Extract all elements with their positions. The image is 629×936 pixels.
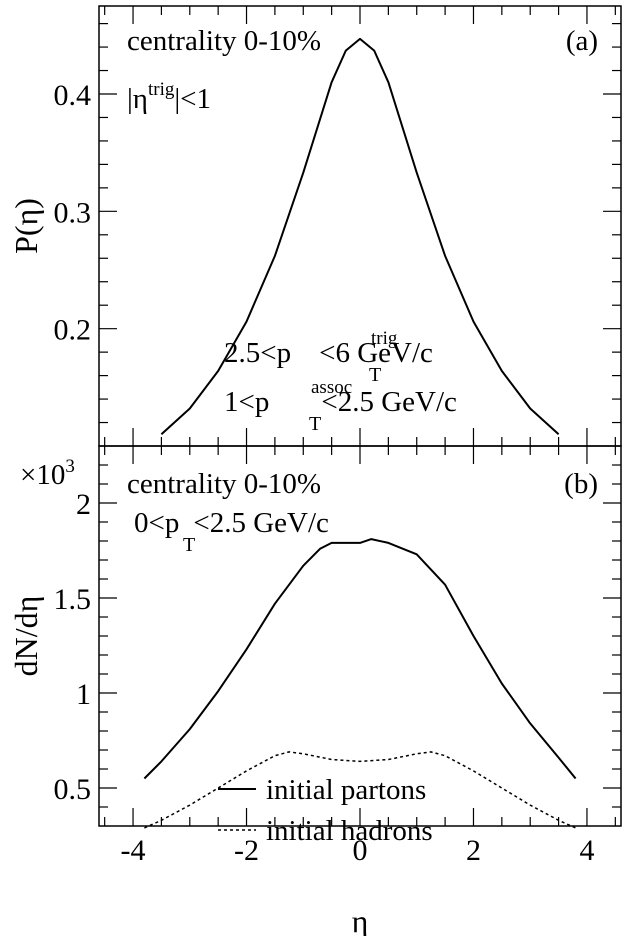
panel-b-centrality: centrality 0-10%	[127, 468, 321, 500]
panel-b-frame	[98, 445, 622, 827]
pt-range-annotation: 0<p <2.5 GeV/c	[134, 507, 329, 539]
panel-a-ytick-label: 0.3	[54, 196, 92, 229]
panel-b-ytick-label: 2	[76, 488, 91, 521]
panel-b-ylabel: dN/dη	[8, 596, 44, 677]
panel-b-label: (b)	[564, 468, 598, 500]
legend: initial partons initial hadrons	[218, 774, 433, 847]
multiplier-base: ×10	[20, 459, 65, 491]
eta-trig-annotation: |ηtrig|<1	[127, 79, 211, 115]
pt-trig-prefix: 2.5<p	[224, 337, 291, 369]
multiplier-exp: 3	[65, 456, 75, 477]
panel-a-centrality: centrality 0-10%	[127, 25, 321, 57]
pt-assoc-annotation: 1<p <2.5 GeV/c	[224, 386, 457, 418]
panel-a-frame	[98, 5, 622, 447]
panel-b-ytick-label: 1.5	[54, 583, 92, 616]
panel-b-series-initial-hadrons	[144, 751, 576, 829]
pt-range-sub: T	[183, 534, 195, 556]
panel-a-ylabel: P(η)	[8, 198, 44, 254]
panel-a-ytick-label: 0.4	[54, 79, 92, 112]
panel-a: 0.20.30.4 centrality 0-10% (a) |ηtrig|<1…	[8, 5, 622, 447]
xtick-label: 2	[466, 834, 481, 867]
pt-assoc-suffix: <2.5 GeV/c	[321, 386, 457, 418]
pt-trig-suffix: <6 GeV/c	[319, 337, 433, 369]
pt-trig-sub: T	[369, 364, 381, 386]
panel-b-series	[143, 538, 577, 829]
panel-b-series-initial-partons	[143, 538, 577, 780]
panel-a-ytick-label: 0.2	[54, 314, 92, 347]
panel-b-ytick-label: 0.5	[54, 773, 92, 806]
panel-b-xlabel: η	[352, 903, 369, 936]
panel-a-label: (a)	[566, 25, 598, 57]
pt-trig-annotation: 2.5<p <6 GeV/c	[224, 337, 433, 369]
eta-trig-suffix: |<1	[174, 83, 211, 115]
panel-a-series-0	[160, 37, 560, 436]
panel-b-ticks: 0.5 1 1.5 2 -4 -2 0 2 4	[54, 446, 621, 867]
eta-trig-prefix: |η	[127, 83, 148, 115]
xtick-label: -2	[234, 834, 259, 867]
pt-range-suffix: <2.5 GeV/c	[193, 507, 329, 539]
xtick-label: 4	[579, 834, 594, 867]
pt-range-prefix: 0<p	[134, 507, 179, 539]
panel-b: 0.5 1 1.5 2 -4 -2 0 2 4 ×103 centrality 0-10% (b…	[8, 445, 622, 936]
xtick-label: -4	[121, 834, 146, 867]
panel-a-series	[160, 37, 560, 436]
pt-assoc-prefix: 1<p	[224, 386, 269, 418]
multiplier: ×103	[20, 456, 75, 491]
panel-b-ytick-label: 1	[76, 678, 91, 711]
eta-trig-sup: trig	[148, 79, 175, 100]
pt-assoc-sub: T	[309, 413, 321, 435]
pt-assoc-sup: assoc	[311, 377, 352, 398]
legend-label-hadrons: initial hadrons	[266, 815, 433, 847]
panel-a-ticks: 0.2 0.3 0.4	[54, 6, 621, 446]
legend-label-partons: initial partons	[266, 774, 426, 806]
pt-trig-sup: trig	[371, 328, 398, 349]
xtick-label: 0	[353, 834, 368, 867]
